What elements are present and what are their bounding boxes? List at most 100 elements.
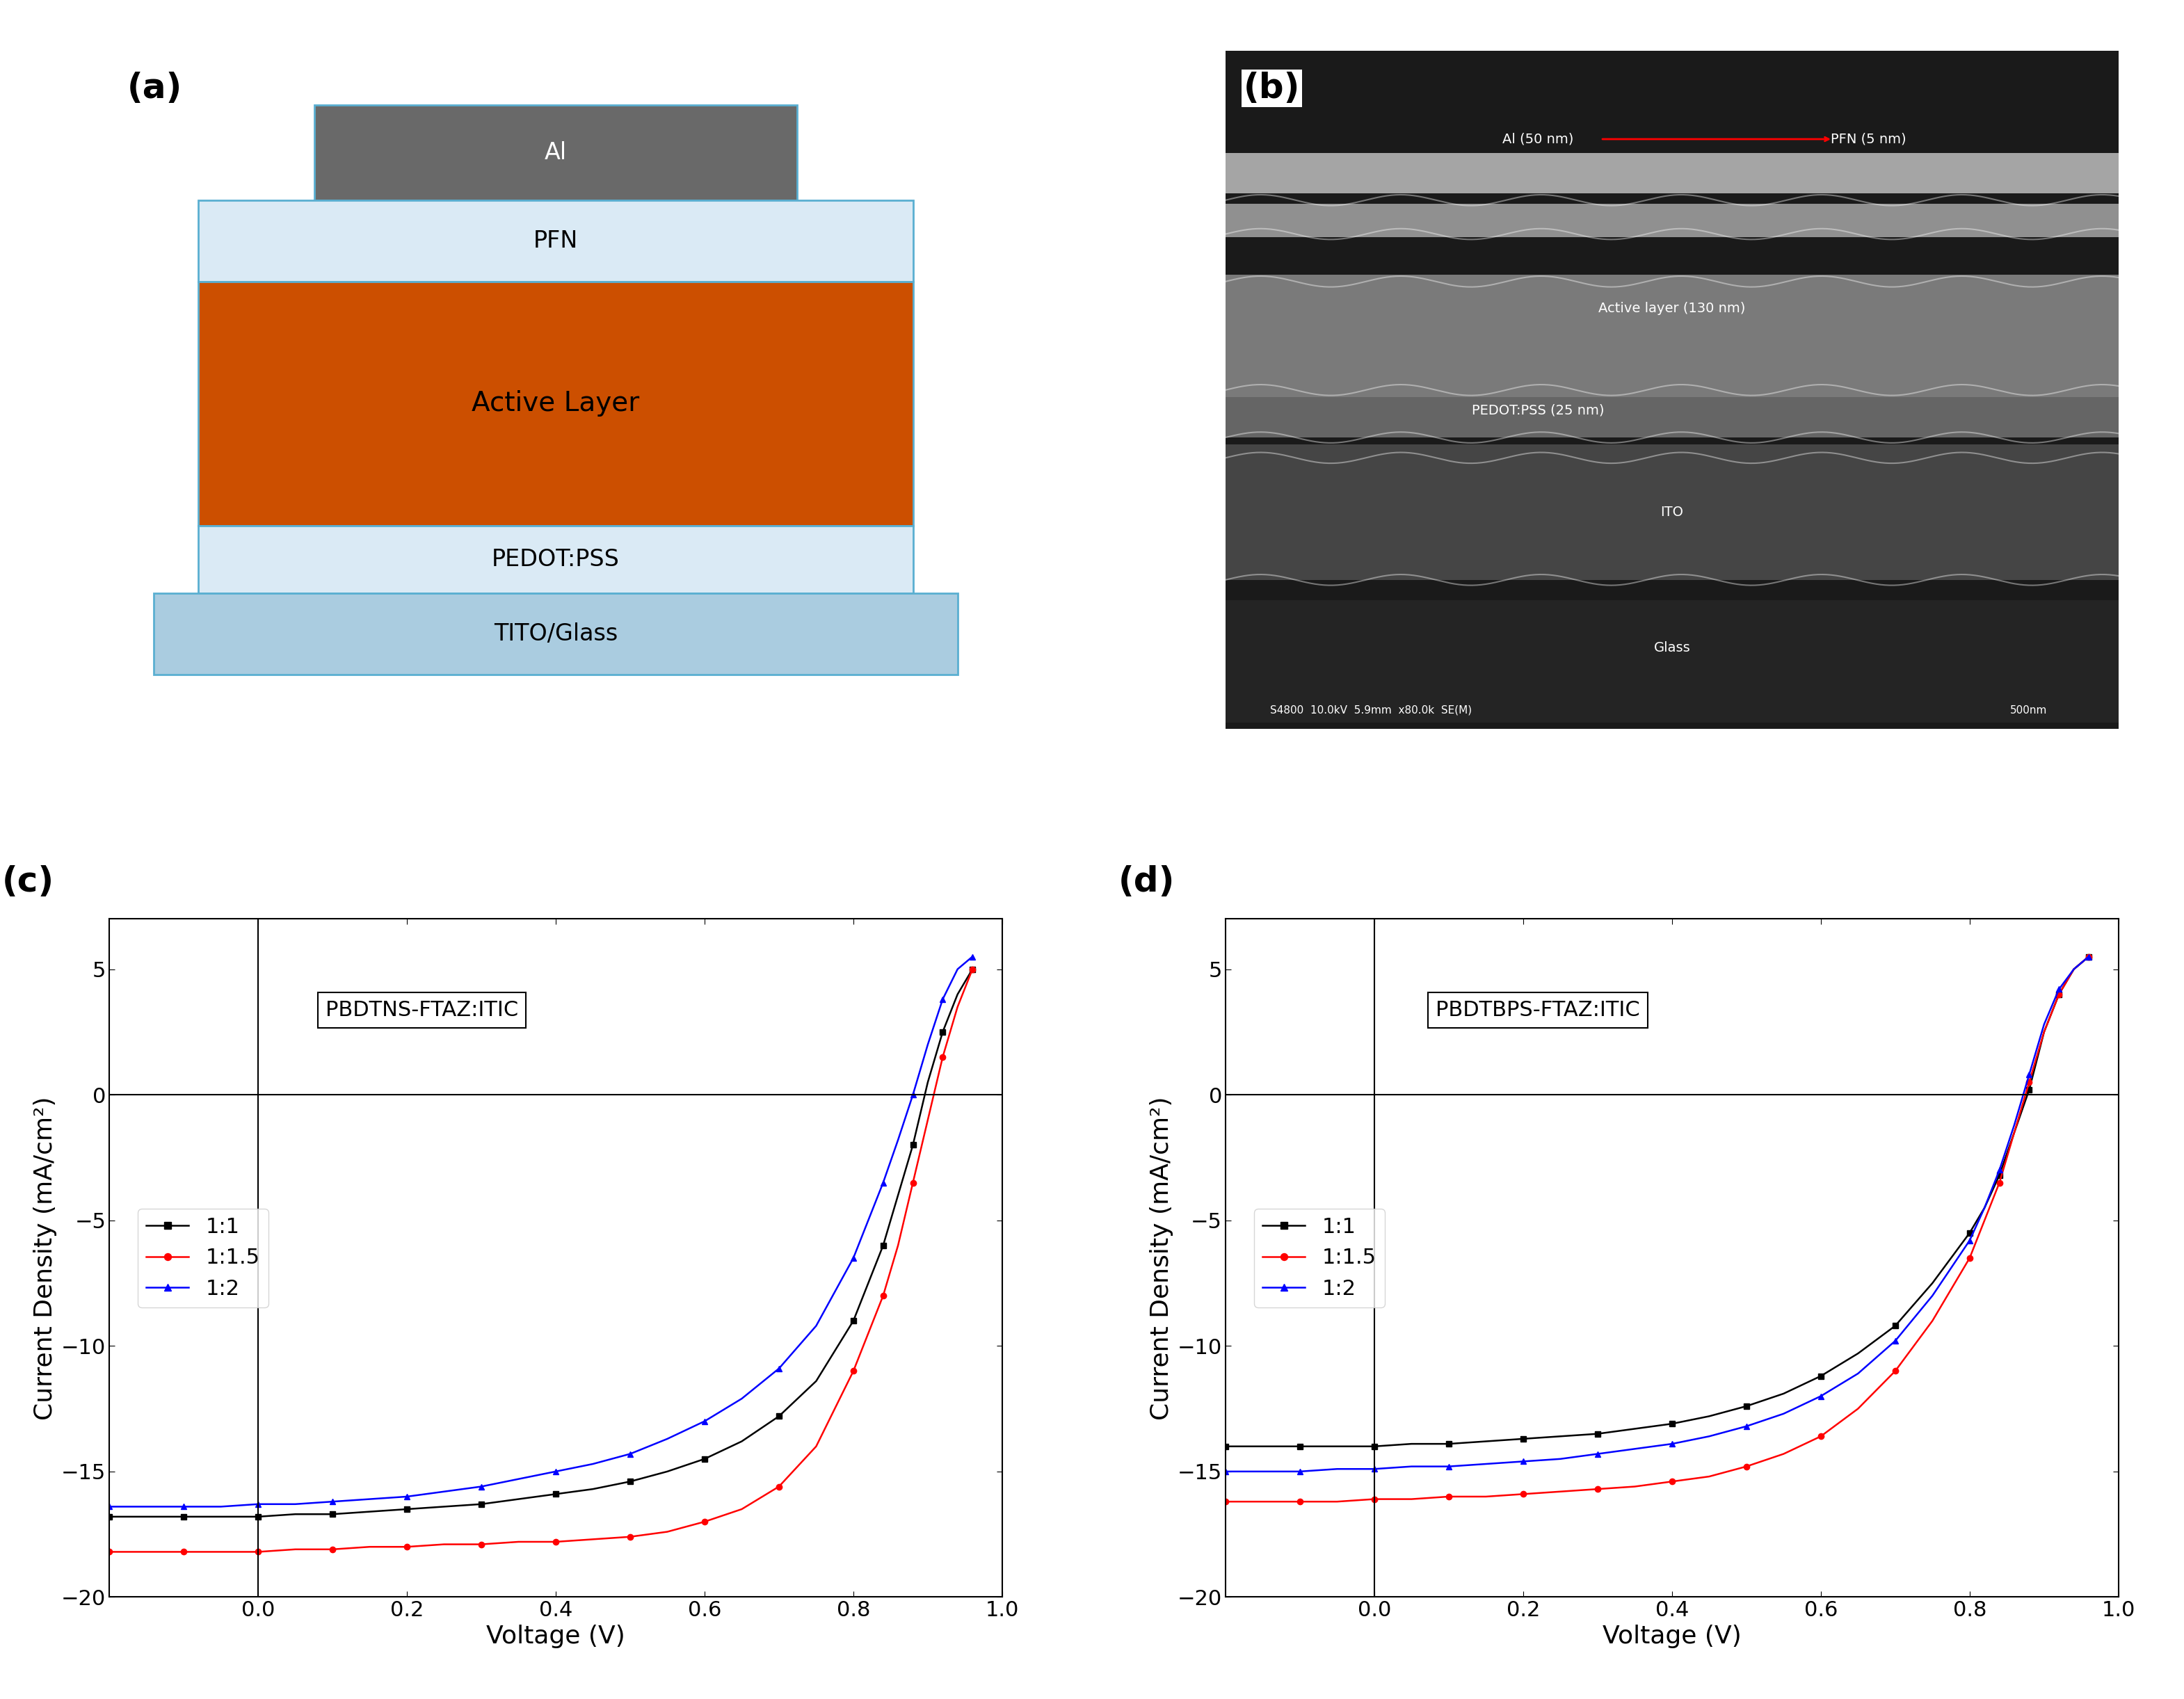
1:2	[841, 1247, 867, 1267]
1:1.5	[841, 1361, 867, 1381]
1:1	[1509, 1429, 1535, 1449]
1:2	[1697, 1425, 1723, 1446]
1:1	[1734, 1397, 1760, 1417]
1:2	[1472, 1454, 1498, 1475]
1:1	[207, 1507, 234, 1527]
1:1	[579, 1478, 605, 1499]
1:2	[393, 1487, 419, 1507]
1:1.5	[2062, 958, 2088, 979]
1:1.5	[2016, 1072, 2042, 1092]
1:1	[1920, 1273, 1946, 1293]
1:2	[959, 946, 985, 967]
1:1	[1361, 1436, 1387, 1456]
1:2	[1957, 1230, 1983, 1250]
FancyBboxPatch shape	[314, 105, 797, 200]
1:1	[1660, 1414, 1686, 1434]
1:2	[245, 1493, 271, 1514]
Line: 1:2: 1:2	[1223, 953, 2092, 1475]
1:1.5	[1845, 1398, 1872, 1419]
1:1	[2001, 1123, 2027, 1143]
Text: Glass: Glass	[1653, 641, 1690, 654]
1:1	[900, 1135, 926, 1155]
1:2	[1583, 1444, 1610, 1465]
Text: ITO: ITO	[1660, 506, 1684, 518]
1:1.5	[1546, 1482, 1572, 1502]
1:2	[2075, 946, 2101, 967]
Bar	[1225, 153, 2118, 194]
FancyBboxPatch shape	[199, 200, 913, 282]
1:1.5	[430, 1534, 456, 1555]
1:2	[618, 1444, 644, 1465]
1:1.5	[207, 1541, 234, 1561]
1:2	[1734, 1415, 1760, 1436]
Text: PFN: PFN	[533, 229, 579, 253]
1:2	[1883, 1330, 1909, 1351]
1:1	[2046, 984, 2073, 1004]
1:1.5	[467, 1534, 494, 1555]
Bar	[1225, 443, 2118, 579]
1:2	[943, 958, 970, 979]
1:1	[1808, 1366, 1835, 1386]
1:1.5	[1957, 1247, 1983, 1267]
1:1.5	[1883, 1361, 1909, 1381]
Text: Al: Al	[544, 141, 568, 165]
1:1	[133, 1507, 159, 1527]
1:1	[96, 1507, 122, 1527]
1:2	[2062, 958, 2088, 979]
1:1.5	[1286, 1492, 1313, 1512]
Line: 1:1.5: 1:1.5	[1223, 953, 2092, 1505]
1:1	[1472, 1431, 1498, 1451]
1:1.5	[804, 1436, 830, 1456]
1:1	[729, 1431, 756, 1451]
1:1.5	[2031, 1021, 2057, 1041]
1:1.5	[767, 1476, 793, 1497]
1:2	[1398, 1456, 1424, 1476]
1:1.5	[2046, 984, 2073, 1004]
Text: (b): (b)	[1243, 71, 1299, 105]
1:1	[1845, 1344, 1872, 1364]
1:1.5	[869, 1286, 895, 1307]
1:2	[1771, 1403, 1797, 1424]
1:1	[393, 1499, 419, 1519]
1:1	[2016, 1079, 2042, 1099]
1:2	[319, 1492, 345, 1512]
1:1.5	[1398, 1488, 1424, 1509]
Text: PBDTNS-FTAZ:ITIC: PBDTNS-FTAZ:ITIC	[325, 1001, 518, 1021]
1:1	[618, 1471, 644, 1492]
Text: TITO/Glass: TITO/Glass	[494, 622, 618, 646]
Legend: 1:1, 1:1.5, 1:2: 1:1, 1:1.5, 1:2	[1254, 1208, 1385, 1308]
1:1.5	[959, 958, 985, 979]
1:1	[282, 1504, 308, 1524]
Bar	[1225, 600, 2118, 722]
Text: PEDOT:PSS (25 nm): PEDOT:PSS (25 nm)	[1472, 404, 1605, 416]
1:2	[207, 1497, 234, 1517]
1:2	[930, 989, 957, 1009]
1:1	[1398, 1434, 1424, 1454]
1:1.5	[1734, 1456, 1760, 1476]
1:2	[1249, 1461, 1275, 1482]
FancyBboxPatch shape	[153, 593, 957, 675]
1:1	[692, 1449, 719, 1470]
1:2	[885, 1130, 911, 1150]
1:1.5	[618, 1527, 644, 1548]
Text: S4800  10.0kV  5.9mm  x80.0k  SE(M): S4800 10.0kV 5.9mm x80.0k SE(M)	[1271, 705, 1472, 715]
1:1.5	[282, 1539, 308, 1560]
1:1	[1324, 1436, 1350, 1456]
1:1.5	[1972, 1210, 1998, 1230]
1:1.5	[96, 1541, 122, 1561]
1:1	[1546, 1425, 1572, 1446]
1:1.5	[542, 1531, 568, 1551]
Bar	[1225, 275, 2118, 398]
Text: Al (50 nm): Al (50 nm)	[1503, 133, 1575, 146]
1:2	[579, 1454, 605, 1475]
X-axis label: Voltage (V): Voltage (V)	[1603, 1624, 1741, 1648]
1:1.5	[579, 1529, 605, 1549]
1:1	[1623, 1419, 1649, 1439]
1:2	[542, 1461, 568, 1482]
1:2	[1845, 1363, 1872, 1383]
FancyBboxPatch shape	[199, 525, 913, 593]
1:1	[856, 1273, 882, 1293]
1:1.5	[655, 1522, 681, 1543]
FancyBboxPatch shape	[199, 282, 913, 525]
Text: PBDTBPS-FTAZ:ITIC: PBDTBPS-FTAZ:ITIC	[1435, 1001, 1640, 1021]
